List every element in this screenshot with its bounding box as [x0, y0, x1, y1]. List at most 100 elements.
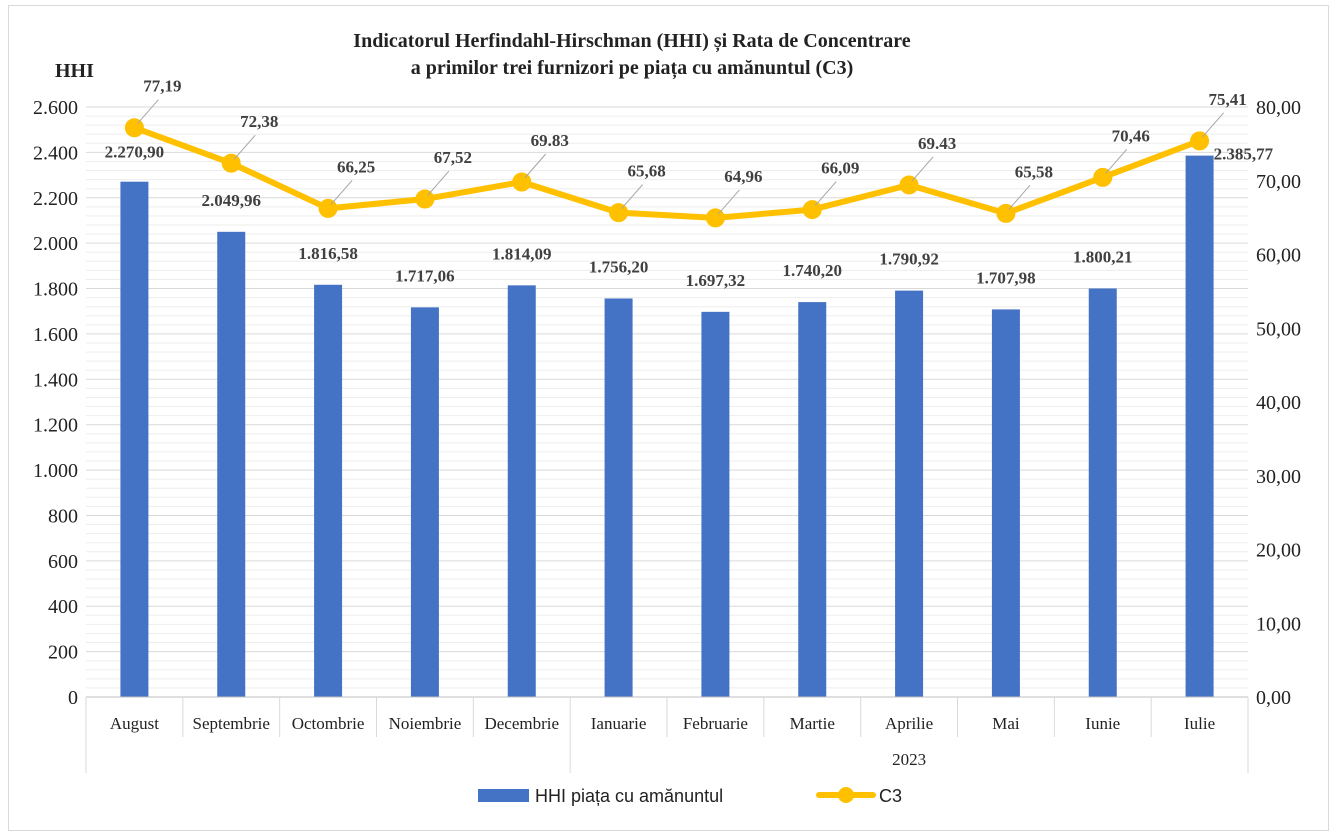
- marker-c3: [609, 203, 629, 223]
- data-label-c3: 75,41: [1208, 90, 1246, 109]
- data-label-c3: 77,19: [143, 77, 181, 96]
- data-label-c3: 72,38: [240, 112, 278, 131]
- y-left-tick-label: 200: [48, 642, 78, 664]
- y-right-tick-label: 30,00: [1256, 466, 1301, 488]
- data-label-c3: 69.83: [531, 131, 569, 150]
- y-left-tick-label: 1.000: [33, 460, 78, 482]
- y-right-tick-label: 70,00: [1256, 171, 1301, 193]
- x-tick-label: Martie: [790, 714, 835, 733]
- bar-hhi: [217, 231, 246, 697]
- legend-label-c3: C3: [879, 786, 902, 806]
- y-left-tick-label: 1.800: [33, 279, 78, 301]
- y-left-tick-label: 600: [48, 551, 78, 573]
- y-left-tick-label: 1.600: [33, 324, 78, 346]
- leader-line: [911, 156, 934, 182]
- x-tick-label: Noiembrie: [389, 714, 462, 733]
- y-right-tick-label: 10,00: [1256, 613, 1301, 635]
- data-label-hhi: 1.790,92: [879, 250, 939, 269]
- marker-c3: [221, 153, 241, 173]
- marker-c3: [318, 198, 338, 218]
- legend-swatch-hhi: [478, 789, 529, 802]
- bar-hhi: [895, 290, 924, 697]
- leader-line: [814, 181, 837, 206]
- data-label-hhi: 1.707,98: [976, 268, 1036, 287]
- leader-line: [1008, 185, 1031, 210]
- bar-hhi: [1088, 288, 1117, 697]
- marker-c3: [899, 175, 919, 195]
- line-c3: [131, 124, 1203, 221]
- data-label-hhi: 1.697,32: [686, 271, 746, 290]
- leader-line: [718, 189, 740, 215]
- y-left-tick-label: 2.600: [33, 97, 78, 119]
- y-left-tick-label: 1.200: [33, 415, 78, 437]
- data-label-hhi: 2.270,90: [105, 143, 165, 162]
- x-tick-label: Ianuarie: [591, 714, 647, 733]
- y-left-tick-label: 800: [48, 505, 78, 527]
- x-tick-label: Octombrie: [292, 714, 365, 733]
- bar-hhi: [410, 307, 439, 697]
- x-tick-label: Iulie: [1184, 714, 1215, 733]
- leader-line: [524, 153, 547, 179]
- x-tick-label: Februarie: [683, 714, 748, 733]
- leader-line: [137, 99, 159, 125]
- x-tick-label: Iunie: [1085, 714, 1120, 733]
- data-label-hhi: 1.800,21: [1073, 247, 1133, 266]
- data-label-c3: 69.43: [918, 134, 956, 153]
- bars: [120, 155, 1214, 698]
- y-left-tick-label: 400: [48, 596, 78, 618]
- x-group-label: 2023: [892, 750, 926, 769]
- leader-line: [427, 170, 450, 196]
- bar-hhi: [701, 311, 730, 697]
- x-tick-label: August: [110, 714, 159, 733]
- x-tick-label: Mai: [992, 714, 1020, 733]
- marker-c3: [512, 172, 532, 192]
- y-axis-left-title: HHI: [55, 60, 94, 82]
- data-label-c3: 65,68: [627, 162, 665, 181]
- legend-label-hhi: HHI piața cu amănuntul: [535, 786, 723, 806]
- marker-c3: [1093, 167, 1113, 187]
- bar-hhi: [120, 181, 149, 697]
- data-label-hhi: 2.049,96: [202, 191, 262, 210]
- data-label-hhi: 1.740,20: [783, 261, 843, 280]
- bar-hhi: [604, 298, 633, 697]
- marker-c3: [705, 208, 725, 228]
- marker-c3: [1190, 131, 1210, 151]
- data-label-c3: 70,46: [1112, 126, 1150, 145]
- leader-line: [621, 184, 643, 209]
- y-left-tick-label: 2.200: [33, 188, 78, 210]
- bar-hhi: [507, 285, 536, 697]
- bar-hhi: [991, 309, 1020, 697]
- leader-line: [1105, 149, 1128, 174]
- bar-hhi: [314, 284, 343, 697]
- marker-c3: [996, 203, 1016, 223]
- x-tick-label: Aprilie: [885, 714, 933, 733]
- legend: HHI piața cu amănuntul C3: [478, 786, 902, 806]
- c3-line: [124, 118, 1210, 228]
- marker-c3: [124, 118, 144, 138]
- chart-title-line1: Indicatorul Herfindahl-Hirschman (HHI) ș…: [353, 30, 911, 53]
- marker-c3: [802, 200, 822, 220]
- data-label-c3: 64,96: [724, 167, 762, 186]
- data-label-hhi: 1.814,09: [492, 244, 552, 263]
- y-right-tick-label: 40,00: [1256, 392, 1301, 414]
- data-label-hhi: 1.816,58: [298, 244, 358, 263]
- x-tick-label: Decembrie: [484, 714, 559, 733]
- data-label-hhi: 1.717,06: [395, 266, 455, 285]
- axes: 0 200 400 600 800 1.000 1.200 1.400 1.600 1.800 2.…: [33, 97, 1301, 773]
- bar-hhi: [798, 302, 827, 697]
- leader-line: [330, 180, 353, 205]
- data-labels: 77,19 72,38 66,25 67,52 69.83 65,68 64,96 66,09…: [105, 77, 1274, 290]
- legend-swatch-c3-marker: [838, 787, 854, 803]
- data-label-c3: 66,09: [821, 159, 859, 178]
- data-label-hhi: 2.385,77: [1214, 145, 1274, 164]
- y-right-tick-label: 0,00: [1256, 687, 1291, 709]
- chart-title-line2: a primilor trei furnizori pe piața cu am…: [411, 57, 854, 80]
- bar-hhi: [1185, 155, 1214, 698]
- y-right-tick-label: 60,00: [1256, 245, 1301, 267]
- y-right-tick-label: 20,00: [1256, 540, 1301, 562]
- leader-line: [1202, 112, 1224, 138]
- data-label-c3: 67,52: [434, 148, 472, 167]
- data-label-c3: 66,25: [337, 157, 375, 176]
- y-left-tick-label: 2.400: [33, 142, 78, 164]
